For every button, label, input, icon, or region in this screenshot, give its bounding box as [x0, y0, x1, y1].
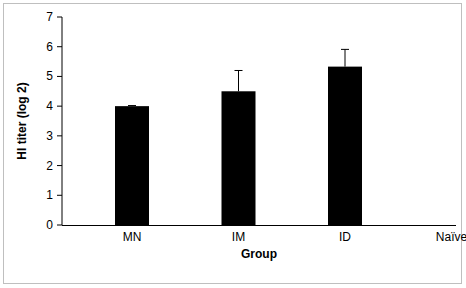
error-bar — [235, 70, 243, 91]
y-tick-label: 3 — [46, 129, 53, 143]
y-axis — [62, 17, 63, 225]
chart-frame — [4, 4, 462, 284]
bar — [435, 225, 457, 226]
y-tick — [57, 76, 62, 77]
error-cap — [128, 105, 136, 106]
y-tick-label: 2 — [46, 159, 53, 173]
bar — [328, 67, 362, 225]
y-tick — [57, 17, 62, 18]
y-tick-label: 7 — [46, 10, 53, 24]
error-stem — [345, 49, 346, 66]
y-tick — [57, 135, 62, 136]
bar — [115, 106, 149, 225]
y-tick-label: 1 — [46, 188, 53, 202]
y-tick — [57, 46, 62, 47]
y-tick-label: 6 — [46, 40, 53, 54]
y-tick — [57, 165, 62, 166]
chart-container: 0 1 2 3 4 5 6 7 MN IM ID Naïve Group HI titer (log 2) — [0, 0, 466, 288]
y-tick — [57, 225, 62, 226]
x-tick-label: Naïve — [436, 230, 466, 244]
marks — [115, 49, 362, 225]
chart-svg: 0 1 2 3 4 5 6 7 MN IM ID Naïve Group HI titer (log 2) — [0, 0, 466, 288]
y-tick — [57, 106, 62, 107]
y-tick-label: 4 — [46, 99, 53, 113]
bar — [222, 91, 256, 225]
error-cap — [341, 49, 349, 50]
error-bar — [128, 105, 136, 107]
error-bar — [341, 49, 349, 66]
x-tick-label: IM — [232, 230, 245, 244]
error-cap — [235, 70, 243, 71]
x-axis — [62, 225, 456, 226]
y-tick — [57, 195, 62, 196]
x-tick-label: ID — [339, 230, 351, 244]
y-tick-label: 5 — [46, 69, 53, 83]
y-axis-label: HI titer (log 2) — [15, 82, 29, 159]
error-stem — [238, 70, 239, 91]
x-axis-label: Group — [241, 247, 277, 261]
y-tick-label: 0 — [46, 218, 53, 232]
x-tick-label: MN — [123, 230, 142, 244]
